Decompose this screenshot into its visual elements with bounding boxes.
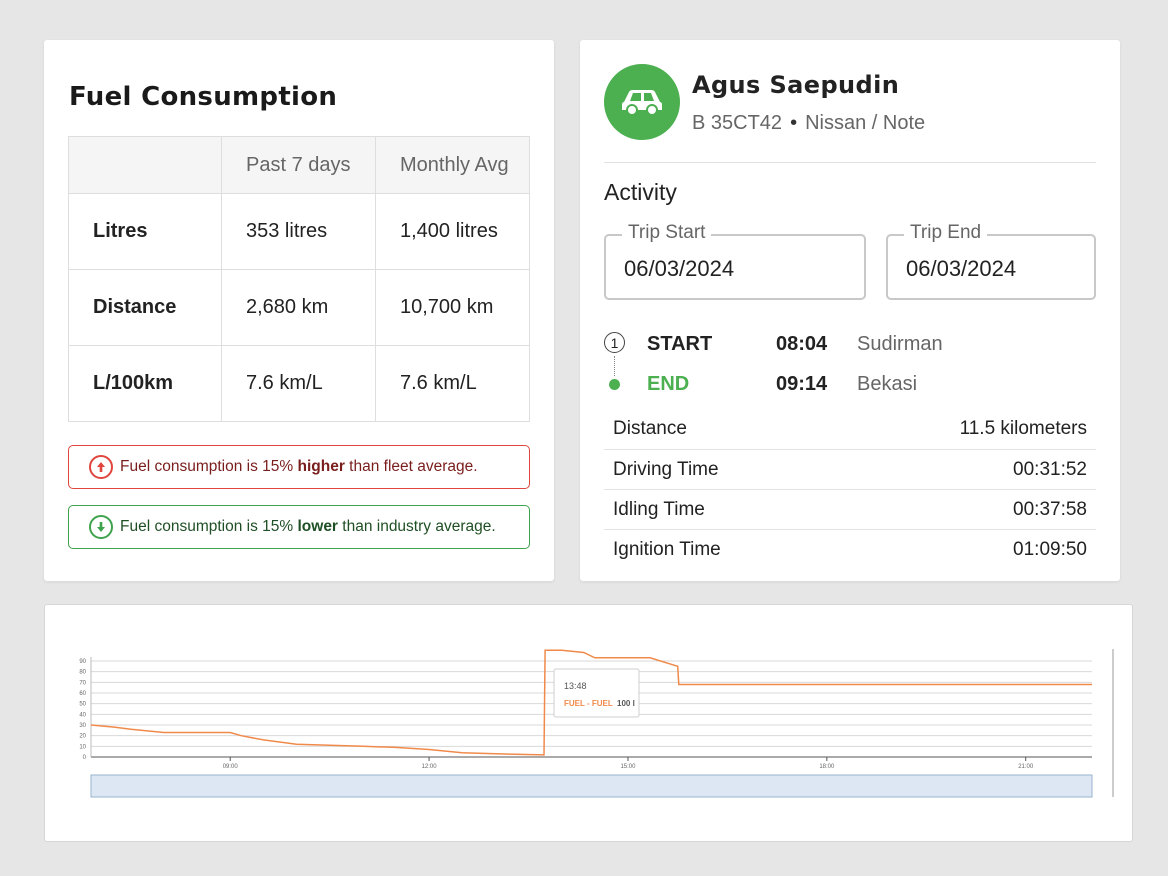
vehicle-plate: B 35CT42 bbox=[692, 112, 783, 134]
y-tick-label: 70 bbox=[79, 680, 86, 686]
tooltip-box bbox=[553, 668, 640, 718]
trip-end-value: 06/03/2024 bbox=[906, 256, 1017, 281]
row-label: L/100km bbox=[68, 345, 222, 422]
stat-value: 11.5 kilometers bbox=[959, 418, 1087, 439]
stat-value: 01:09:50 bbox=[1013, 538, 1087, 560]
start-place: Sudirman bbox=[857, 333, 943, 355]
alert-text: Fuel consumption is 15% lower than indus… bbox=[120, 518, 496, 536]
range-navigator[interactable] bbox=[90, 774, 1093, 798]
alert-suffix: than fleet average. bbox=[344, 458, 478, 475]
arrow-up-icon bbox=[89, 455, 113, 479]
route-connector bbox=[614, 356, 615, 376]
fuel-consumption-title: Fuel Consumption bbox=[69, 82, 338, 112]
stat-value: 00:31:52 bbox=[1013, 458, 1087, 480]
table-row: Distance 2,680 km 10,700 km bbox=[68, 269, 530, 346]
avatar bbox=[604, 64, 680, 140]
start-time: 08:04 bbox=[776, 333, 828, 355]
end-time: 09:14 bbox=[776, 373, 828, 395]
fuel-level-chart: 0 10 20 30 40 50 60 70 80 90 09:00 12:00 15:00 18:00… bbox=[79, 649, 1114, 798]
y-tick-label: 40 bbox=[79, 712, 86, 718]
fuel-consumption-card: Fuel Consumption Past 7 days Monthly Avg… bbox=[44, 40, 554, 581]
trip-end-field[interactable]: Trip End 06/03/2024 bbox=[886, 222, 1096, 300]
fleet-average-alert: Fuel consumption is 15% higher than flee… bbox=[68, 445, 530, 489]
alert-emphasis: higher bbox=[297, 458, 345, 475]
alert-suffix: than industry average. bbox=[337, 518, 496, 535]
alert-prefix: Fuel consumption is 15% bbox=[120, 458, 298, 475]
x-tick-label: 09:00 bbox=[223, 764, 239, 770]
trip-start-value: 06/03/2024 bbox=[624, 256, 735, 281]
start-number-badge: 1 bbox=[604, 332, 625, 353]
stat-label: Idling Time bbox=[613, 498, 705, 520]
trip-start-label: Trip Start bbox=[622, 222, 712, 244]
chart-tooltip: 13:48 FUEL - FUEL 100 l bbox=[553, 668, 640, 718]
row-label: Litres bbox=[68, 193, 222, 270]
row-past7-value: 2,680 km bbox=[221, 269, 376, 346]
stat-row-idling-time: Idling Time 00:37:58 bbox=[604, 489, 1096, 529]
driver-name: Agus Saepudin bbox=[692, 71, 900, 99]
table-header-row: Past 7 days Monthly Avg bbox=[68, 136, 530, 194]
stat-label: Distance bbox=[613, 418, 687, 439]
table-header-monthly-avg: Monthly Avg bbox=[375, 136, 530, 194]
stat-label: Ignition Time bbox=[613, 538, 721, 560]
driver-activity-card: Agus Saepudin B 35CT42 • Nissan / Note Act… bbox=[580, 40, 1120, 581]
fuel-chart-card: 0 10 20 30 40 50 60 70 80 90 09:00 12:00 15:00 18:00… bbox=[44, 604, 1133, 842]
activity-title: Activity bbox=[604, 179, 677, 205]
separator-dot: • bbox=[790, 112, 798, 134]
fuel-series-line bbox=[90, 649, 1092, 756]
stat-value: 00:37:58 bbox=[1013, 498, 1087, 520]
trip-start-row: 1 START 08:04 Sudirman bbox=[604, 329, 1096, 359]
tooltip-series: FUEL - FUEL bbox=[564, 699, 613, 708]
chart-grid bbox=[90, 657, 1092, 758]
car-icon bbox=[622, 90, 662, 116]
fuel-consumption-table: Past 7 days Monthly Avg Litres 353 litre… bbox=[68, 136, 530, 422]
x-axis-ticks: 09:00 12:00 15:00 18:00 21:00 bbox=[223, 757, 1034, 770]
table-header-past-7-days: Past 7 days bbox=[221, 136, 376, 194]
end-label: END bbox=[647, 373, 690, 395]
table-header-empty bbox=[68, 136, 222, 194]
end-place: Bekasi bbox=[857, 373, 918, 395]
arrow-down-icon bbox=[89, 515, 113, 539]
x-tick-label: 18:00 bbox=[819, 764, 835, 770]
industry-average-alert: Fuel consumption is 15% lower than indus… bbox=[68, 505, 530, 549]
stat-row-distance: Distance 11.5 kilometers bbox=[604, 409, 1096, 449]
vehicle-info: B 35CT42 • Nissan / Note bbox=[692, 112, 925, 135]
stat-row-driving-time: Driving Time 00:31:52 bbox=[604, 449, 1096, 489]
row-monthly-value: 7.6 km/L bbox=[375, 345, 530, 422]
y-tick-label: 10 bbox=[79, 744, 86, 750]
vehicle-model: Nissan / Note bbox=[805, 112, 926, 134]
x-tick-label: 15:00 bbox=[620, 764, 636, 770]
trip-end-label: Trip End bbox=[904, 222, 988, 244]
y-tick-label: 0 bbox=[83, 755, 87, 761]
row-past7-value: 353 litres bbox=[221, 193, 376, 270]
row-monthly-value: 1,400 litres bbox=[375, 193, 530, 270]
tooltip-value: 100 l bbox=[617, 699, 635, 708]
trip-start-field[interactable]: Trip Start 06/03/2024 bbox=[604, 222, 866, 300]
x-tick-label: 21:00 bbox=[1018, 764, 1034, 770]
table-row: Litres 353 litres 1,400 litres bbox=[68, 193, 530, 270]
alert-prefix: Fuel consumption is 15% bbox=[120, 518, 298, 535]
row-past7-value: 7.6 km/L bbox=[221, 345, 376, 422]
start-label: START bbox=[647, 333, 713, 355]
alert-emphasis: lower bbox=[297, 518, 338, 535]
alert-text: Fuel consumption is 15% higher than flee… bbox=[120, 458, 478, 476]
row-label: Distance bbox=[68, 269, 222, 346]
divider bbox=[604, 162, 1096, 163]
y-tick-label: 80 bbox=[79, 670, 86, 676]
y-tick-label: 30 bbox=[79, 723, 86, 729]
y-tick-label: 60 bbox=[79, 691, 86, 697]
trip-stats: Distance 11.5 kilometers Driving Time 00… bbox=[604, 409, 1096, 569]
y-tick-label: 50 bbox=[79, 702, 86, 708]
end-dot-icon bbox=[609, 379, 620, 390]
tooltip-time: 13:48 bbox=[564, 681, 587, 691]
table-row: L/100km 7.6 km/L 7.6 km/L bbox=[68, 345, 530, 422]
y-tick-label: 20 bbox=[79, 734, 86, 740]
row-monthly-value: 10,700 km bbox=[375, 269, 530, 346]
y-tick-label: 90 bbox=[79, 659, 86, 665]
trip-end-row: END 09:14 Bekasi bbox=[604, 369, 1096, 399]
x-tick-label: 12:00 bbox=[422, 764, 438, 770]
stat-label: Driving Time bbox=[613, 458, 719, 480]
y-axis-ticks: 0 10 20 30 40 50 60 70 80 90 bbox=[79, 659, 86, 761]
stat-row-ignition-time: Ignition Time 01:09:50 bbox=[604, 529, 1096, 569]
